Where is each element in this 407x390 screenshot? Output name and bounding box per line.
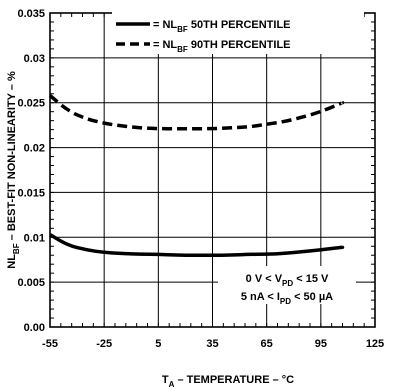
y-tick-label: 0.01 <box>24 232 45 244</box>
legend-label-90th: = NLBF 90TH PERCENTILE <box>153 39 291 54</box>
y-tick-label: 0.035 <box>17 8 45 20</box>
annotation-line-1: 0 V < VPD < 15 V <box>246 273 329 288</box>
x-tick-label: -55 <box>42 338 58 350</box>
tick-labels: -55 -25 5 35 65 95 125 0.00 0.005 0.01 0.015 0.02 0.… <box>17 8 384 350</box>
grid <box>50 13 375 327</box>
y-axis-title: NLBF – BEST-FIT NON-LINEARITY – % <box>6 71 21 269</box>
y-tick-label: 0.03 <box>24 53 45 65</box>
x-tick-label: -25 <box>96 338 112 350</box>
x-axis-title: TA – TEMPERATURE – °C <box>162 374 294 389</box>
annotation-line-2: 5 nA < IPD < 50 µA <box>241 291 333 306</box>
y-tick-label: 0.02 <box>24 143 45 155</box>
series-layer <box>48 94 345 257</box>
annotation-box <box>218 266 356 304</box>
y-tick-label: 0.00 <box>24 322 45 334</box>
x-tick-label: 95 <box>315 338 327 350</box>
y-tick-label: 0.015 <box>17 187 45 199</box>
x-tick-label: 5 <box>155 338 161 350</box>
x-tick-label: 125 <box>366 338 384 350</box>
series-line-50th-percentile <box>49 233 345 257</box>
x-tick-label: 35 <box>206 338 218 350</box>
legend-box <box>112 12 364 54</box>
legend: = NLBF 50TH PERCENTILE = NLBF 90TH PERCE… <box>112 12 364 54</box>
series-line-90th-percentile <box>48 94 345 131</box>
y-tick-label: 0.005 <box>17 277 45 289</box>
conditions-annotation: 0 V < VPD < 15 V 5 nA < IPD < 50 µA <box>218 266 356 306</box>
y-tick-label: 0.025 <box>17 98 45 110</box>
x-tick-label: 65 <box>261 338 273 350</box>
legend-label-50th: = NLBF 50TH PERCENTILE <box>153 19 291 34</box>
